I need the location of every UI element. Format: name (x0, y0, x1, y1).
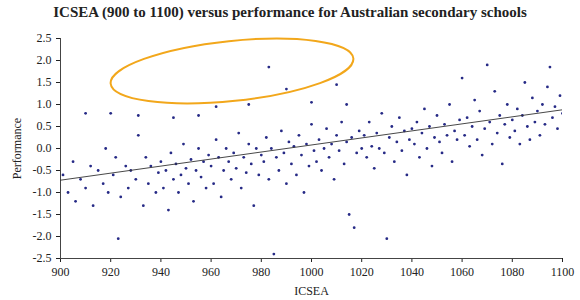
svg-text:1.5: 1.5 (37, 75, 52, 89)
svg-text:900: 900 (52, 265, 70, 279)
svg-text:-1.0: -1.0 (33, 185, 52, 199)
svg-text:Performance: Performance (10, 118, 24, 179)
svg-text:1080: 1080 (500, 265, 524, 279)
svg-text:920: 920 (102, 265, 120, 279)
svg-text:1060: 1060 (450, 265, 474, 279)
svg-text:1000: 1000 (300, 265, 324, 279)
svg-text:940: 940 (152, 265, 170, 279)
svg-text:1040: 1040 (400, 265, 424, 279)
svg-text:-2.5: -2.5 (33, 251, 52, 265)
svg-text:-0.5: -0.5 (33, 163, 52, 177)
svg-text:960: 960 (202, 265, 220, 279)
svg-text:1100: 1100 (551, 265, 575, 279)
svg-text:2.0: 2.0 (37, 53, 52, 67)
svg-text:0.0: 0.0 (37, 141, 52, 155)
svg-text:1.0: 1.0 (37, 97, 52, 111)
svg-text:-2.0: -2.0 (33, 229, 52, 243)
svg-text:0.5: 0.5 (37, 119, 52, 133)
svg-text:1020: 1020 (350, 265, 374, 279)
svg-text:980: 980 (252, 265, 270, 279)
html-text:ICSEA (900 to 1100) versus per: ICSEA (900 to 1100) versus performance f… (53, 4, 527, 20)
svg-text:-1.5: -1.5 (33, 207, 52, 221)
svg-text:2.5: 2.5 (37, 31, 52, 45)
svg-text:ICSEA: ICSEA (294, 284, 329, 298)
